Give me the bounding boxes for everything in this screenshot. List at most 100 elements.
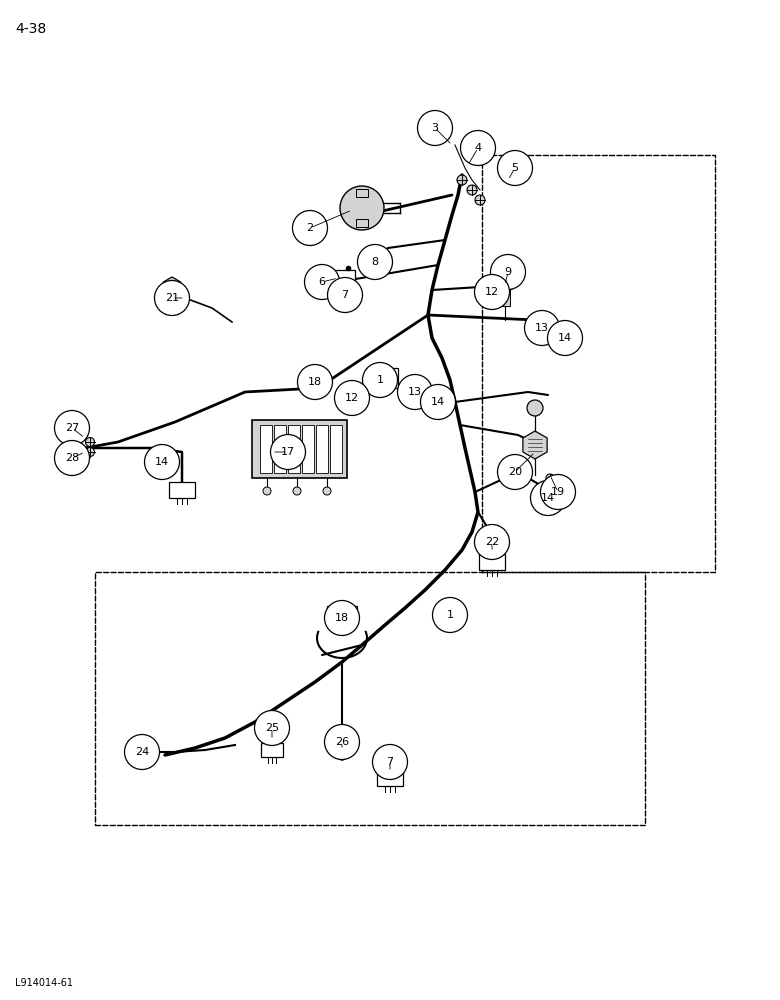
Circle shape <box>498 150 533 186</box>
Text: 5: 5 <box>512 163 519 173</box>
Circle shape <box>254 710 289 746</box>
Circle shape <box>548 320 583 356</box>
Text: 18: 18 <box>308 377 322 387</box>
Circle shape <box>546 474 554 482</box>
Bar <box>356 219 368 227</box>
Bar <box>302 425 314 473</box>
Polygon shape <box>163 277 181 297</box>
Circle shape <box>417 110 452 145</box>
Text: 7: 7 <box>386 757 394 767</box>
Bar <box>330 425 342 473</box>
Bar <box>288 425 300 473</box>
Circle shape <box>474 274 509 310</box>
Text: 18: 18 <box>335 613 349 623</box>
Circle shape <box>324 600 360 636</box>
Bar <box>316 425 328 473</box>
Text: 14: 14 <box>558 333 572 343</box>
Circle shape <box>420 384 456 420</box>
Circle shape <box>323 487 331 495</box>
Bar <box>366 368 398 388</box>
Text: L914014-61: L914014-61 <box>15 978 73 988</box>
Bar <box>167 292 177 310</box>
Circle shape <box>530 481 566 516</box>
Circle shape <box>55 440 90 476</box>
Text: 14: 14 <box>431 397 445 407</box>
Text: 17: 17 <box>281 447 295 457</box>
Circle shape <box>373 744 407 780</box>
Bar <box>479 554 505 570</box>
Text: 4: 4 <box>474 143 481 153</box>
Text: 19: 19 <box>551 487 565 497</box>
Bar <box>500 288 510 306</box>
Text: 2: 2 <box>307 223 314 233</box>
Circle shape <box>551 324 559 332</box>
Text: 13: 13 <box>535 323 549 333</box>
Circle shape <box>398 374 432 410</box>
Circle shape <box>263 487 271 495</box>
Text: 26: 26 <box>335 737 349 747</box>
Circle shape <box>304 264 339 300</box>
Circle shape <box>144 444 179 480</box>
Circle shape <box>556 336 564 344</box>
Circle shape <box>498 454 533 489</box>
Circle shape <box>324 724 360 760</box>
Circle shape <box>154 280 190 316</box>
Circle shape <box>491 254 526 290</box>
Circle shape <box>297 364 332 399</box>
Bar <box>274 425 286 473</box>
Circle shape <box>328 277 363 312</box>
Text: 12: 12 <box>485 287 499 297</box>
Bar <box>138 742 152 760</box>
Text: 7: 7 <box>342 290 349 300</box>
Text: 1: 1 <box>446 610 453 620</box>
Text: 14: 14 <box>541 493 555 503</box>
Text: 27: 27 <box>65 423 79 433</box>
Circle shape <box>292 211 328 245</box>
Circle shape <box>293 487 301 495</box>
Bar <box>356 189 368 197</box>
Polygon shape <box>523 431 547 459</box>
Circle shape <box>527 400 543 416</box>
Circle shape <box>335 380 370 416</box>
Circle shape <box>357 244 392 279</box>
Text: 20: 20 <box>508 467 522 477</box>
Text: 24: 24 <box>135 747 149 757</box>
Text: 9: 9 <box>505 267 512 277</box>
Text: 12: 12 <box>345 393 359 403</box>
Text: 1: 1 <box>377 375 384 385</box>
Circle shape <box>125 734 159 770</box>
Text: 4-38: 4-38 <box>15 22 46 36</box>
Text: 28: 28 <box>65 453 79 463</box>
Circle shape <box>460 130 495 165</box>
Circle shape <box>457 175 467 185</box>
Text: 21: 21 <box>165 293 179 303</box>
Bar <box>261 743 283 757</box>
Text: 3: 3 <box>431 123 438 133</box>
Text: 25: 25 <box>265 723 279 733</box>
FancyBboxPatch shape <box>252 420 347 478</box>
Circle shape <box>554 481 562 489</box>
Circle shape <box>541 475 576 510</box>
Text: 6: 6 <box>318 277 325 287</box>
Circle shape <box>337 750 347 760</box>
Bar <box>169 482 195 498</box>
Circle shape <box>432 597 467 633</box>
Circle shape <box>55 410 90 446</box>
Circle shape <box>524 310 559 346</box>
Bar <box>377 770 403 786</box>
Text: 14: 14 <box>155 457 169 467</box>
Bar <box>260 425 272 473</box>
Text: 22: 22 <box>485 537 499 547</box>
Bar <box>329 270 355 286</box>
Circle shape <box>363 362 398 397</box>
Circle shape <box>475 195 485 205</box>
Circle shape <box>86 438 94 446</box>
Circle shape <box>428 404 436 412</box>
Circle shape <box>271 434 306 470</box>
Circle shape <box>340 186 384 230</box>
Polygon shape <box>496 273 514 293</box>
Circle shape <box>86 448 94 456</box>
Circle shape <box>474 524 509 560</box>
Bar <box>327 606 357 624</box>
Circle shape <box>467 185 477 195</box>
